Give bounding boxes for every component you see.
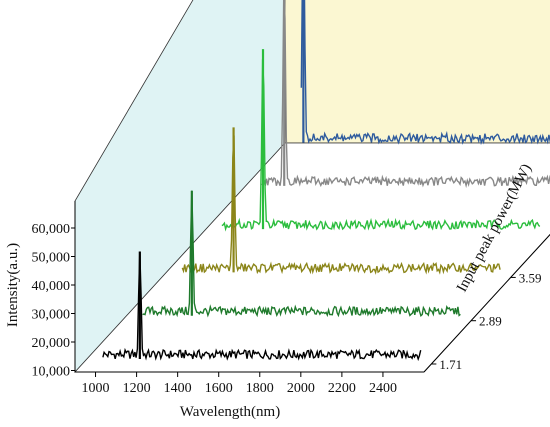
z-tick-label: 1.71	[439, 357, 462, 372]
y-tick-label: 60,000	[32, 222, 71, 237]
series-line-1-71	[102, 251, 422, 362]
y-tick-label: 10,000	[32, 365, 71, 380]
z-axis-line	[423, 233, 550, 373]
z-tick-label: 3.59	[519, 270, 542, 285]
x-tick-label: 1800	[246, 381, 274, 396]
x-tick-label: 1000	[82, 381, 110, 396]
y-tick-label: 50,000	[32, 251, 71, 266]
axes-layer: 1000 1200 1400 1600 1800 2000 2200 2400 10,000 20…	[32, 201, 550, 396]
y-tick-label: 30,000	[32, 308, 71, 323]
back-wall	[284, 0, 550, 144]
x-axis-title: Wavelength(nm)	[180, 404, 280, 420]
y-tick-label: 40,000	[32, 279, 71, 294]
x-tick-label: 1200	[123, 381, 151, 396]
series-line-5-78	[300, 0, 550, 146]
x-tick-label: 2000	[287, 381, 315, 396]
x-tick-label: 2200	[328, 381, 356, 396]
x-tick-label: 1400	[164, 381, 192, 396]
y-tick-label: 20,000	[32, 336, 71, 351]
series-line-4-63	[221, 59, 541, 232]
series-line-5-28	[261, 0, 550, 189]
z-tick-label: 2.89	[479, 314, 502, 329]
x-tick-label: 1600	[205, 381, 233, 396]
series-layer	[102, 0, 550, 362]
series-line-2-89	[142, 190, 461, 318]
y-axis-title: Intensity(a.u.)	[5, 243, 21, 327]
x-tick-label: 2400	[369, 381, 397, 396]
series-line-3-59	[181, 135, 501, 275]
